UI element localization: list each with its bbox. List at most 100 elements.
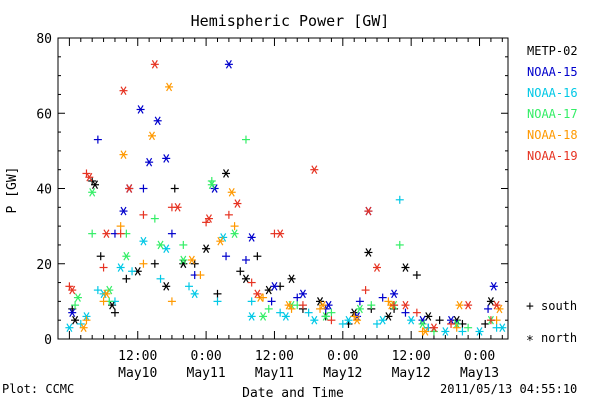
north-point [247, 312, 256, 321]
north-point [475, 327, 484, 336]
north-point [136, 105, 145, 114]
south-point [116, 229, 125, 238]
north-point [489, 282, 498, 291]
south-point [241, 135, 250, 144]
chart-title: Hemispheric Power [GW] [191, 12, 390, 30]
north-point [122, 251, 131, 261]
north-point [498, 323, 507, 333]
south-point [99, 263, 108, 272]
south-point [253, 252, 262, 261]
south-point [139, 184, 148, 193]
legend: METP-02 NOAA-15 NOAA-16 NOAA-17 NOAA-18 NOAA-… [526, 44, 578, 349]
north-point [162, 282, 171, 291]
north-point [79, 323, 88, 333]
south-point [241, 255, 250, 264]
north-point [73, 293, 82, 302]
south-point [361, 286, 370, 295]
north-point [187, 255, 196, 265]
x-tick-label: 12:00 [392, 349, 431, 364]
south-point [378, 293, 387, 302]
south-point [222, 252, 231, 261]
legend-south-glyph: + [526, 299, 534, 314]
north-point [318, 300, 327, 310]
x-tick-label: 0:00 [327, 349, 358, 364]
south-point [390, 301, 399, 310]
south-point [298, 301, 307, 310]
north-point [71, 315, 80, 325]
north-point [116, 263, 125, 272]
north-point [310, 315, 319, 325]
y-tick-label: 40 [36, 183, 52, 198]
legend-south-label: south [541, 299, 577, 313]
plot-timestamp: 2011/05/13 04:55:10 [440, 382, 578, 396]
north-point [372, 263, 381, 272]
north-point [65, 323, 74, 333]
south-point [276, 308, 285, 317]
south-point [179, 240, 188, 249]
north-point [390, 289, 399, 299]
south-point [185, 282, 194, 291]
north-point [418, 319, 427, 329]
y-axis: 0 20 40 60 80 [36, 32, 508, 348]
south-point [372, 319, 381, 328]
x-tick-sublabel: May13 [460, 366, 499, 381]
x-tick-label: 0:00 [464, 349, 495, 364]
south-point [412, 271, 421, 280]
south-point [93, 135, 102, 144]
north-point [102, 289, 111, 299]
north-point [204, 214, 213, 223]
y-axis-label: P [GW] [5, 167, 20, 214]
north-point [344, 315, 353, 325]
north-point [241, 274, 250, 284]
south-point [167, 229, 176, 238]
north-point [222, 169, 231, 178]
north-point [230, 229, 239, 238]
north-point [68, 285, 77, 295]
south-point [293, 293, 302, 302]
north-point [284, 300, 293, 310]
north-point [233, 199, 242, 208]
north-point [270, 282, 279, 291]
north-point [139, 236, 148, 246]
x-tick-sublabel: May12 [323, 366, 362, 381]
north-point [259, 312, 268, 321]
north-point [150, 60, 159, 69]
north-point [429, 323, 438, 333]
south-point [236, 267, 245, 276]
north-point [384, 312, 393, 321]
south-point [122, 274, 131, 283]
north-point [247, 233, 256, 242]
north-point [88, 187, 97, 197]
south-point [484, 304, 493, 313]
south-point [128, 267, 137, 276]
south-point [139, 210, 148, 219]
legend-entry: METP-02 [527, 44, 578, 58]
south-point [367, 301, 376, 310]
south-point [401, 308, 410, 317]
north-point [147, 131, 156, 141]
south-point [230, 222, 239, 231]
south-point [170, 184, 179, 193]
south-point [71, 301, 80, 310]
north-point [207, 180, 216, 190]
south-point [116, 222, 125, 231]
north-point [253, 289, 262, 299]
south-point [264, 304, 273, 313]
south-point [150, 259, 159, 268]
north-point [310, 165, 319, 175]
x-axis: 12:00 May10 0:00 May11 12:00 May11 0:00 May12 12… [68, 38, 503, 381]
north-point [216, 236, 225, 246]
north-point [421, 327, 430, 336]
north-point [145, 157, 154, 167]
x-tick-sublabel: May11 [187, 366, 226, 381]
x-tick-sublabel: May11 [255, 366, 294, 381]
north-point [153, 116, 162, 126]
south-point [395, 195, 404, 204]
south-point [464, 323, 473, 332]
data-points [65, 60, 507, 336]
south-point [167, 297, 176, 306]
north-point [464, 300, 473, 310]
north-point [68, 308, 77, 317]
x-tick-sublabel: May12 [392, 366, 431, 381]
